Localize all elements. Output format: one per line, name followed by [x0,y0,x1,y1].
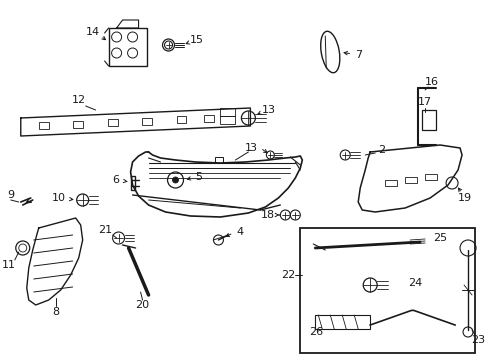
Bar [385,180,397,186]
Ellipse shape [320,31,340,73]
Text: 5: 5 [195,172,202,182]
Text: 19: 19 [458,193,472,203]
Text: 20: 20 [136,300,149,310]
Polygon shape [21,108,250,136]
Text: 14: 14 [86,27,99,37]
Bar [131,176,135,190]
Text: 17: 17 [418,97,432,107]
Bar [176,116,187,123]
Text: 7: 7 [355,50,362,60]
Text: 6: 6 [112,175,119,185]
Text: 15: 15 [190,35,203,45]
Text: 24: 24 [408,278,422,288]
Bar [220,108,235,116]
Text: 26: 26 [309,327,323,337]
Bar [73,121,83,127]
Text: 22: 22 [281,270,295,280]
Bar [425,174,437,180]
Text: 21: 21 [98,225,113,235]
Bar [315,315,370,329]
Text: 4: 4 [237,227,244,237]
Bar [220,116,235,124]
Bar [39,122,49,129]
Circle shape [172,177,178,183]
Text: 16: 16 [425,77,439,87]
Bar [142,117,152,125]
Text: 12: 12 [72,95,86,105]
Bar [108,119,118,126]
Bar [405,177,417,183]
Text: 18: 18 [261,210,275,220]
Text: 10: 10 [52,193,66,203]
Text: 13: 13 [261,105,275,115]
Text: 1: 1 [245,143,252,153]
Text: 2: 2 [379,145,386,155]
Bar [109,28,147,66]
Text: 23: 23 [471,335,485,345]
Bar [422,110,436,130]
Bar [300,228,475,353]
Text: 11: 11 [2,260,16,270]
Text: 8: 8 [52,307,59,317]
Bar [204,115,214,122]
Bar [216,157,223,163]
Text: 3: 3 [249,143,256,153]
Text: 9: 9 [7,190,14,200]
Text: 25: 25 [433,233,447,243]
